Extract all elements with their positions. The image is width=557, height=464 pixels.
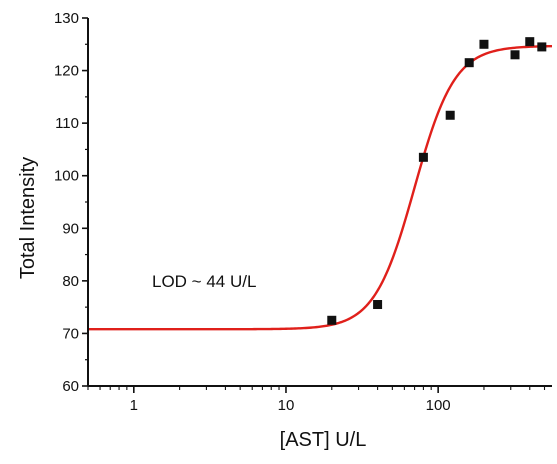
data-point [373,300,383,310]
y-tick-label-110: 110 [55,115,79,132]
data-point [537,42,547,52]
lod-annotation: LOD ~ 44 U/L [152,272,256,291]
x-tick-label-10: 10 [278,397,295,414]
data-points-layer [327,37,547,325]
axes-layer [87,18,552,387]
data-point [445,110,455,120]
data-point [327,315,337,325]
fit-curve [88,44,553,331]
fit-curve-layer [88,44,553,331]
y-tick-label-100: 100 [54,168,79,185]
data-point [418,152,428,162]
x-tick-label-1: 1 [130,397,138,414]
y-axis-label: Total Intensity [17,157,39,279]
y-tick-label-130: 130 [54,10,79,27]
y-tick-label-80: 80 [62,273,79,290]
y-tick-label-120: 120 [54,63,79,80]
y-tick-label-70: 70 [62,325,79,342]
plot-area [88,37,553,331]
y-tick-label-60: 60 [62,378,79,395]
data-point [525,37,535,47]
data-point [510,50,520,60]
data-point [479,39,489,49]
x-axis-label: [AST] U/L [280,429,367,451]
x-tick-label-100: 100 [426,397,451,414]
data-point [464,58,474,68]
y-tick-label-90: 90 [62,220,79,237]
